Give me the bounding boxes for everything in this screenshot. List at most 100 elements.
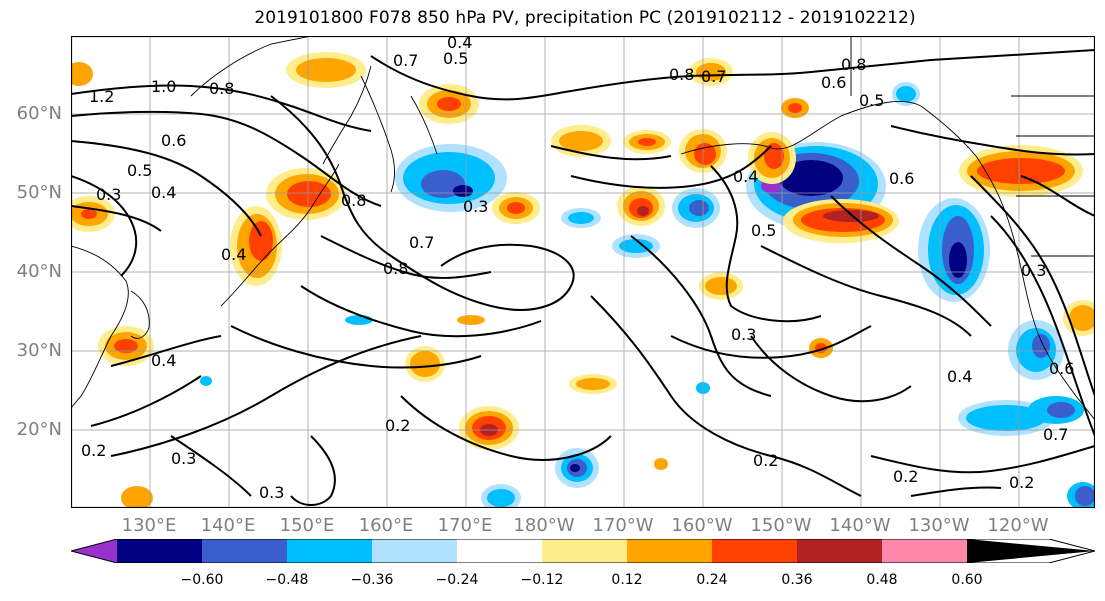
contour-label: 0.6 bbox=[821, 73, 846, 92]
colorbar-tick: −0.12 bbox=[520, 572, 564, 588]
colorbar-tick: −0.36 bbox=[350, 572, 394, 588]
colorbar-segment bbox=[202, 539, 287, 563]
precip-blob bbox=[1075, 486, 1095, 506]
contour-label: 0.3 bbox=[463, 197, 488, 216]
precip-blob bbox=[705, 277, 737, 295]
precip-blob bbox=[410, 351, 440, 377]
contour-label: 0.5 bbox=[751, 221, 776, 240]
lon-label-130e: 130°E bbox=[121, 515, 177, 536]
contour-label: 0.6 bbox=[1049, 359, 1074, 378]
precip-blob bbox=[1032, 334, 1050, 358]
contour-label: 0.3 bbox=[171, 449, 196, 468]
contour-label: 0.3 bbox=[96, 185, 121, 204]
precip-blob bbox=[570, 464, 580, 472]
precip-blob bbox=[966, 405, 1046, 431]
contour-label: 0.4 bbox=[221, 245, 246, 264]
precip-blob bbox=[200, 376, 212, 386]
colorbar-segment bbox=[712, 539, 797, 563]
lat-label-50n: 50°N bbox=[16, 182, 62, 203]
lon-label-150w: 150°W bbox=[750, 515, 812, 536]
colorbar-segment bbox=[542, 539, 627, 563]
contour-label: 0.7 bbox=[701, 67, 726, 86]
precip-blob bbox=[287, 181, 331, 207]
colorbar-tick: 0.12 bbox=[611, 572, 643, 588]
precip-blob bbox=[296, 58, 356, 82]
colorbar-tick: −0.60 bbox=[180, 572, 224, 588]
precip-blob bbox=[249, 221, 273, 261]
lon-label-160e: 160°E bbox=[358, 515, 414, 536]
precip-blob bbox=[487, 489, 515, 507]
coastlines bbox=[71, 36, 1095, 421]
contour-label: 1.0 bbox=[151, 77, 176, 96]
lat-label-60n: 60°N bbox=[16, 103, 62, 124]
colorbar-tick: 0.60 bbox=[951, 572, 983, 588]
contour-label: 0.7 bbox=[409, 233, 434, 252]
colorbar-tick: −0.48 bbox=[265, 572, 309, 588]
precip-blob bbox=[71, 62, 93, 86]
colorbar-segment bbox=[882, 539, 967, 563]
colorbar-tick: 0.36 bbox=[781, 572, 813, 588]
colorbar-tick: 0.48 bbox=[866, 572, 898, 588]
graticule bbox=[71, 36, 1095, 508]
colorbar-segment bbox=[627, 539, 712, 563]
precip-blob bbox=[977, 158, 1065, 184]
precip-blob bbox=[949, 242, 967, 278]
colorbar-segment-low-extend bbox=[71, 539, 117, 563]
precip-blob bbox=[619, 239, 653, 253]
precip-blob bbox=[779, 160, 843, 196]
precip-blob bbox=[637, 206, 649, 216]
contour-label: 0.4 bbox=[447, 36, 472, 52]
map-title: 2019101800 F078 850 hPa PV, precipitatio… bbox=[254, 8, 916, 28]
lon-label-170e: 170°E bbox=[437, 515, 493, 536]
precip-blob bbox=[764, 143, 784, 169]
precip-blob bbox=[453, 185, 473, 197]
contour-label: 0.4 bbox=[947, 367, 972, 386]
lon-label-170w: 170°W bbox=[592, 515, 654, 536]
lon-label-140e: 140°E bbox=[200, 515, 256, 536]
precip-blob bbox=[457, 315, 485, 325]
colorbar-segment-high-extend bbox=[967, 539, 1095, 563]
lon-label-140w: 140°W bbox=[829, 515, 891, 536]
contour-label: 0.2 bbox=[753, 451, 778, 470]
colorbar-segment bbox=[372, 539, 457, 563]
contour-label: 0.2 bbox=[1009, 473, 1034, 492]
lat-label-30n: 30°N bbox=[16, 340, 62, 361]
precip-blob bbox=[654, 458, 668, 470]
precip-blob bbox=[345, 315, 373, 325]
lon-label-180w: 180°W bbox=[513, 515, 575, 536]
lon-label-130w: 130°W bbox=[908, 515, 970, 536]
contour-label: 0.6 bbox=[889, 169, 914, 188]
precip-blob bbox=[507, 202, 525, 214]
colorbar-tick: −0.24 bbox=[435, 572, 479, 588]
lon-label-160w: 160°W bbox=[671, 515, 733, 536]
contour-label: 0.3 bbox=[731, 325, 756, 344]
contour-labels: 1.2 1.0 0.8 0.6 0.5 0.4 0.4 0.4 0.3 0.3 … bbox=[81, 36, 1074, 502]
pv-contours bbox=[71, 49, 1095, 506]
precip-blob bbox=[1069, 305, 1095, 331]
contour-label: 1.2 bbox=[89, 87, 114, 106]
contour-label: 0.4 bbox=[151, 351, 176, 370]
colorbar-tick: 0.24 bbox=[696, 572, 728, 588]
contour-label: 0.8 bbox=[341, 191, 366, 210]
contour-label: 0.7 bbox=[1043, 425, 1068, 444]
contour-label: 0.8 bbox=[841, 55, 866, 74]
contour-label: 0.5 bbox=[443, 49, 468, 68]
lat-label-20n: 20°N bbox=[16, 419, 62, 440]
colorbar-segment bbox=[117, 539, 202, 563]
precip-blob bbox=[121, 486, 153, 508]
lon-label-120w: 120°W bbox=[987, 515, 1049, 536]
precip-blob bbox=[81, 209, 97, 219]
precip-blob bbox=[568, 212, 594, 224]
precip-blob bbox=[559, 131, 603, 151]
contour-label: 0.4 bbox=[151, 183, 176, 202]
precip-blob bbox=[437, 97, 461, 111]
precip-blob bbox=[576, 378, 610, 390]
lat-label-40n: 40°N bbox=[16, 261, 62, 282]
contour-label: 0.7 bbox=[393, 51, 418, 70]
contour-label: 0.5 bbox=[127, 161, 152, 180]
contour-label: 0.6 bbox=[161, 131, 186, 150]
colorbar bbox=[71, 539, 1095, 563]
contour-label: 0.8 bbox=[383, 259, 408, 278]
contour-label: 0.5 bbox=[859, 91, 884, 110]
contour-label: 0.2 bbox=[81, 441, 106, 460]
